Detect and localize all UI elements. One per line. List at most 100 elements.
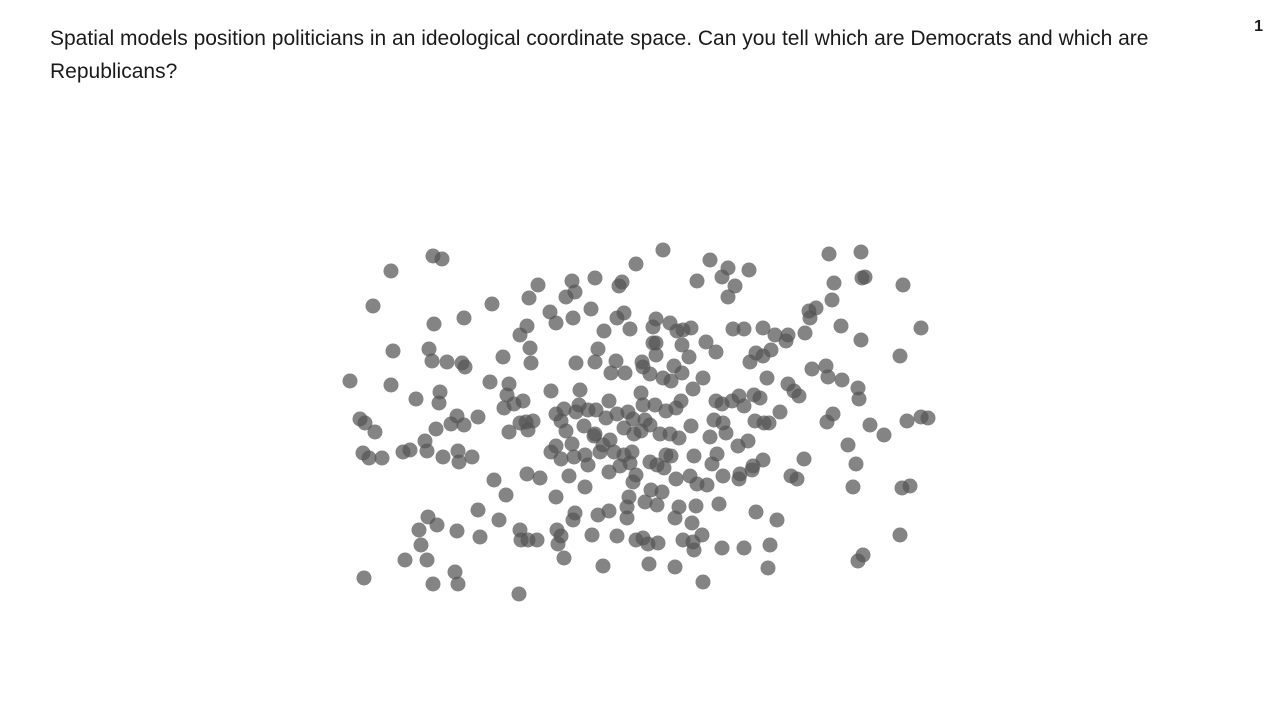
data-point [572, 382, 588, 398]
data-point [434, 251, 450, 267]
data-point [833, 318, 849, 334]
data-point [470, 409, 486, 425]
data-point [602, 432, 618, 448]
data-point [913, 320, 929, 336]
data-point [482, 374, 498, 390]
data-point [553, 451, 569, 467]
data-point [682, 468, 698, 484]
data-point [577, 479, 593, 495]
data-point [708, 344, 724, 360]
data-point [718, 425, 734, 441]
data-point [725, 321, 741, 337]
data-point [727, 278, 743, 294]
data-point [457, 359, 473, 375]
data-point [451, 454, 467, 470]
data-point [698, 334, 714, 350]
data-point [741, 262, 757, 278]
data-point [614, 274, 630, 290]
data-point [761, 415, 777, 431]
data-point [667, 559, 683, 575]
data-point [689, 273, 705, 289]
data-point [791, 388, 807, 404]
data-point [684, 515, 700, 531]
data-point [848, 456, 864, 472]
data-point [411, 522, 427, 538]
data-point [402, 442, 418, 458]
data-point [365, 298, 381, 314]
data-point [892, 527, 908, 543]
data-point [408, 391, 424, 407]
data-point [851, 391, 867, 407]
data-point [525, 413, 541, 429]
data-point [755, 320, 771, 336]
data-point [419, 552, 435, 568]
data-point [521, 290, 537, 306]
data-point [584, 527, 600, 543]
data-point [529, 532, 545, 548]
data-point [656, 460, 672, 476]
data-point [357, 415, 373, 431]
data-point [484, 296, 500, 312]
data-point [449, 523, 465, 539]
data-point [429, 517, 445, 533]
data-point [853, 332, 869, 348]
data-point [383, 263, 399, 279]
data-point [564, 436, 580, 452]
data-point [439, 354, 455, 370]
data-point [819, 414, 835, 430]
data-point [826, 275, 842, 291]
data-point [426, 316, 442, 332]
data-point [642, 366, 658, 382]
data-point [671, 430, 687, 446]
data-point [808, 300, 824, 316]
data-point [587, 354, 603, 370]
data-point [413, 537, 429, 553]
data-point [567, 505, 583, 521]
data-point [603, 365, 619, 381]
data-point [622, 321, 638, 337]
data-point [561, 468, 577, 484]
data-point [565, 310, 581, 326]
data-point [374, 450, 390, 466]
data-point [667, 510, 683, 526]
data-point [498, 487, 514, 503]
data-point [720, 289, 736, 305]
data-point [685, 381, 701, 397]
data-point [491, 512, 507, 528]
data-point [530, 277, 546, 293]
data-point [804, 361, 820, 377]
data-point [668, 471, 684, 487]
data-point [736, 398, 752, 414]
data-point [447, 564, 463, 580]
data-point [711, 496, 727, 512]
data-point [840, 437, 856, 453]
data-point [736, 321, 752, 337]
data-point [601, 503, 617, 519]
data-point [763, 342, 779, 358]
data-point [767, 327, 783, 343]
data-point [902, 478, 918, 494]
data-point [796, 451, 812, 467]
data-point [683, 418, 699, 434]
data-point [695, 574, 711, 590]
data-point [674, 337, 690, 353]
data-point [472, 529, 488, 545]
data-point [577, 447, 593, 463]
data-point [628, 256, 644, 272]
data-point [686, 542, 702, 558]
data-point [450, 443, 466, 459]
data-point [628, 467, 644, 483]
data-point [714, 540, 730, 556]
data-point [857, 269, 873, 285]
data-point [609, 528, 625, 544]
data-point [397, 552, 413, 568]
data-point [772, 404, 788, 420]
data-point [532, 470, 548, 486]
data-point [720, 260, 736, 276]
slide-title: Spatial models position politicians in a… [50, 27, 1149, 83]
data-point [432, 384, 448, 400]
data-point [845, 479, 861, 495]
data-point [759, 370, 775, 386]
data-point [543, 383, 559, 399]
